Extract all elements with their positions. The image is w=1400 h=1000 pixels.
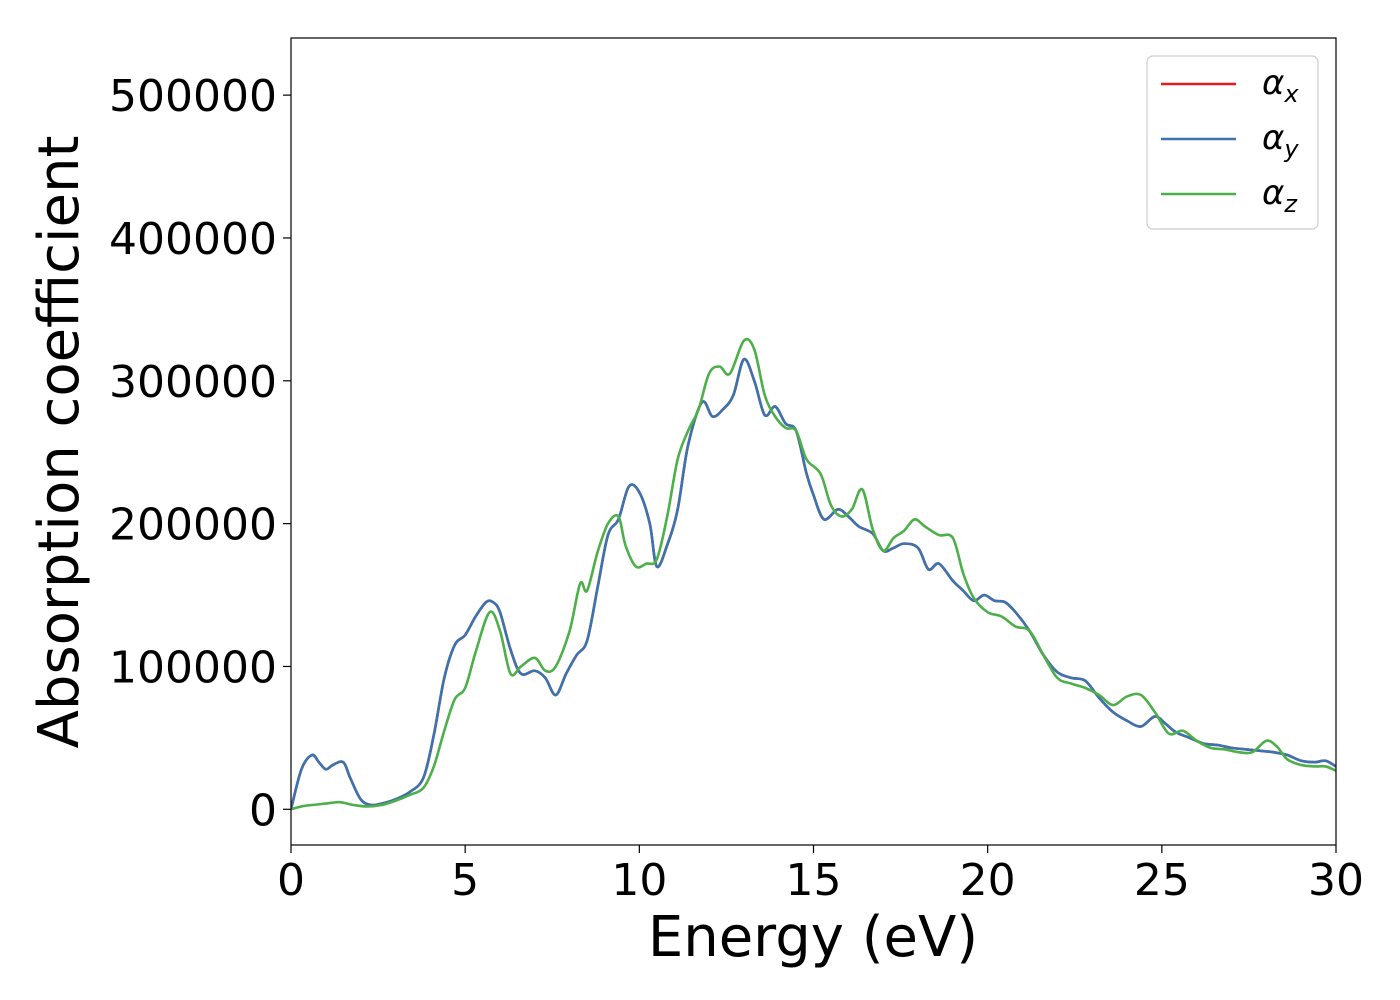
legend-box — [1146, 55, 1319, 230]
x-tick-label: 15 — [786, 855, 842, 906]
x-tick-label: 25 — [1134, 855, 1190, 906]
y-axis: 0 100000 200000 300000 400000 500000 — [109, 71, 291, 836]
legend: αx αy αz — [1146, 55, 1319, 230]
x-axis-title: Energy (eV) — [648, 905, 978, 970]
y-tick-label: 500000 — [109, 71, 277, 122]
x-tick-label: 10 — [611, 855, 667, 906]
legend-label-alpha-y: αy — [1262, 118, 1299, 163]
legend-label-alpha-z: αz — [1262, 173, 1298, 218]
series-line-alpha-z — [291, 337, 1336, 811]
y-tick-label: 100000 — [109, 642, 277, 693]
x-tick-label: 30 — [1308, 855, 1364, 906]
y-axis-title: Absorption coefficient — [27, 136, 92, 749]
x-axis: 0 5 10 15 20 25 30 — [277, 845, 1364, 906]
series-line-alpha-y — [291, 357, 1336, 810]
y-tick-label: 200000 — [109, 500, 277, 551]
x-tick-label: 0 — [277, 855, 305, 906]
y-tick-label: 300000 — [109, 357, 277, 408]
y-tick-label: 400000 — [109, 214, 277, 265]
y-tick-label: 0 — [249, 785, 277, 836]
x-tick-label: 20 — [960, 855, 1016, 906]
legend-label-alpha-x: αx — [1262, 63, 1299, 108]
x-tick-label: 5 — [451, 855, 479, 906]
series-layer — [291, 337, 1336, 811]
